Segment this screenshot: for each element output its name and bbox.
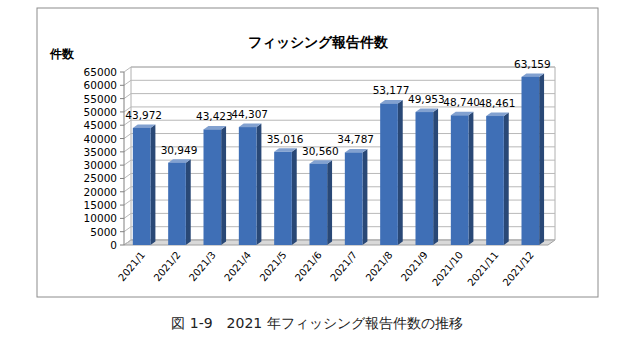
bar-top: [522, 73, 545, 77]
bar-side: [327, 160, 332, 245]
y-tick-label: 15000: [84, 199, 117, 211]
bar-top: [133, 124, 156, 128]
labels: 43,972 2021/1 30,949 2021/2 43,423 2021/3 44,3…: [116, 58, 551, 288]
y-tick-label: 10000: [84, 212, 117, 224]
y-tick: [120, 111, 124, 112]
data-label: 43,972: [125, 109, 162, 121]
x-tick-label: 2021/7: [328, 249, 359, 283]
y-tick-label: 20000: [84, 186, 117, 198]
y-tick: [120, 165, 124, 166]
bar-top: [310, 160, 333, 164]
bar: [451, 115, 469, 245]
x-tick-label: 2021/8: [363, 249, 394, 283]
bar-top: [380, 100, 403, 104]
bar: [416, 112, 434, 245]
y-tick-label: 25000: [84, 172, 117, 184]
y-tick: [120, 178, 124, 179]
bar: [486, 116, 504, 245]
bar-side: [398, 100, 403, 245]
bar: [204, 129, 222, 245]
data-label: 44,307: [231, 108, 268, 120]
data-label: 30,949: [161, 144, 198, 156]
bar-side: [539, 73, 544, 245]
y-tick-label: 55000: [84, 93, 117, 105]
y-tick: [120, 191, 124, 192]
y-tick-label: 50000: [84, 106, 117, 118]
x-tick-label: 2021/1: [116, 249, 147, 283]
bar-top: [451, 112, 474, 116]
bar-top: [168, 159, 191, 163]
bar-top: [486, 113, 509, 117]
x-tick-label: 2021/12: [501, 249, 536, 288]
bar: [274, 152, 292, 245]
bar-side: [469, 112, 474, 245]
x-tick-label: 2021/10: [430, 249, 465, 288]
bar-side: [504, 113, 509, 245]
y-tick: [120, 98, 124, 99]
bar-side: [151, 124, 156, 245]
y-tick-label: 5000: [90, 226, 117, 238]
x-tick-label: 2021/6: [293, 249, 324, 283]
bar-side: [363, 149, 368, 245]
data-label: 35,016: [267, 133, 304, 145]
bar-top: [239, 124, 262, 128]
data-label: 53,177: [373, 84, 410, 96]
y-tick-label: 60000: [84, 79, 117, 91]
title: フィッシング報告件数: [248, 34, 389, 50]
y-tick: [120, 245, 124, 246]
data-label: 48,461: [479, 97, 516, 109]
y-tick: [120, 205, 124, 206]
y-tick-label: 40000: [84, 133, 117, 145]
y-tick: [120, 72, 124, 73]
bar-top: [204, 126, 227, 129]
bar: [239, 127, 257, 245]
x-tick-label: 2021/5: [257, 249, 288, 283]
y-tick: [120, 151, 124, 152]
x-tick-label: 2021/11: [465, 249, 500, 288]
y-tick-label: 0: [110, 239, 117, 251]
y-tick-label: 65000: [84, 66, 117, 78]
chart: フィッシング報告件数件数 05000 100001500020000 25000300…: [0, 0, 634, 349]
y-tick-label: 35000: [84, 146, 117, 158]
y-tick-label: 45000: [84, 119, 117, 131]
data-label: 49,953: [408, 93, 445, 105]
bar: [310, 164, 328, 245]
y-tick: [120, 138, 124, 139]
data-label: 43,423: [196, 110, 233, 122]
y-tick: [120, 218, 124, 219]
grid-line: [124, 67, 555, 72]
data-label: 63,159: [514, 58, 551, 70]
bar-side: [257, 124, 262, 245]
data-label: 48,740: [443, 96, 480, 108]
y-tick: [120, 231, 124, 232]
y-tick: [120, 85, 124, 86]
x-tick-label: 2021/4: [222, 249, 253, 283]
bar-top: [345, 149, 368, 153]
bar-side: [433, 109, 438, 245]
chart-frame: [37, 8, 598, 297]
bar-side: [292, 148, 297, 245]
bar: [133, 128, 151, 245]
bars: [133, 73, 544, 245]
x-tick-label: 2021/9: [399, 249, 430, 283]
x-tick-label: 2021/2: [151, 249, 182, 283]
y-axis: [124, 72, 125, 245]
grid-line: [124, 80, 555, 85]
y-tick-label: 30000: [84, 159, 117, 171]
data-label: 30,560: [302, 145, 339, 157]
bar-side: [221, 126, 226, 245]
bar-top: [274, 148, 297, 152]
x-tick-label: 2021/3: [187, 249, 218, 283]
bar: [345, 152, 363, 245]
y-tick: [120, 125, 124, 126]
data-label: 34,787: [337, 133, 374, 145]
caption: 図 1-9 2021 年フィッシング報告件数の推移: [171, 315, 462, 331]
bar-top: [416, 109, 439, 113]
bar: [380, 103, 398, 245]
y-label: 件数: [49, 47, 75, 61]
bar-side: [186, 159, 191, 245]
bar: [168, 163, 186, 245]
bar: [522, 77, 540, 245]
